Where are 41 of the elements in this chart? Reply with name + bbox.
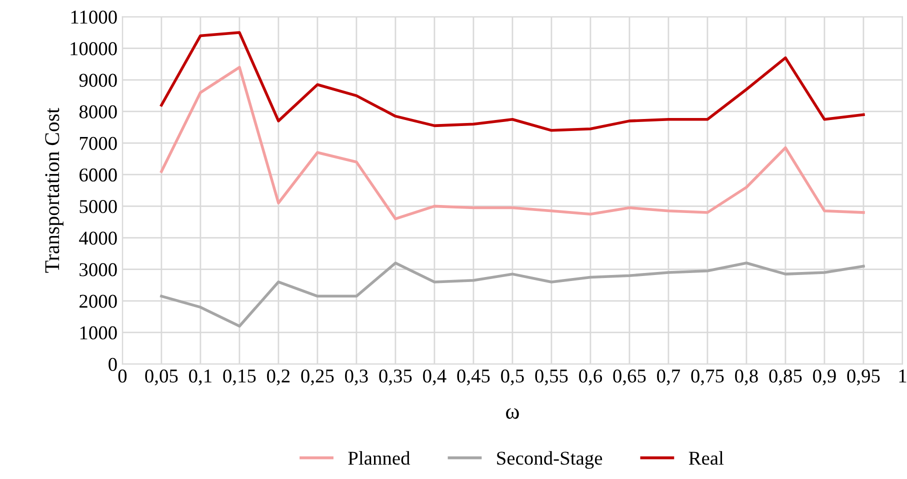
y-tick-label: 8000 [79,105,117,118]
x-tick-label: 0,55 [535,369,568,386]
x-tick-label: 0,8 [735,369,758,386]
x-tick-label: 0,1 [189,369,212,386]
x-tick-label: 0,5 [501,369,524,386]
x-tick-label: 0,25 [301,369,334,386]
y-tick-label: 4000 [79,232,117,245]
line-series [160,31,865,132]
x-tick-label: 0,6 [579,369,602,386]
x-tick-label: 0 [118,369,127,383]
line-series [160,66,865,220]
y-tick-label: 10000 [70,42,117,56]
y-tick-label: 0 [108,358,117,371]
x-tick-label: 0,75 [691,369,724,386]
x-tick-label: 0,2 [267,369,290,386]
y-tick-label: 6000 [80,168,117,182]
x-tick-label: 0,35 [379,369,412,386]
y-tick-label: 9000 [79,74,117,87]
y-tick-label: 11000 [71,10,117,24]
line-series [160,262,865,328]
x-tick-label: 0,45 [457,369,490,386]
x-tick-label: 0,9 [813,369,836,386]
legend-label: Planned [348,451,410,465]
x-tick-label: 0,4 [423,369,446,386]
x-tick-label: 0,7 [657,369,680,386]
y-tick-label: 7000 [80,136,117,150]
x-tick-label: 1 [899,370,906,382]
legend-label: Second-Stage [497,451,602,469]
y-tick-label: 1000 [80,326,117,340]
legend-label: Real [688,451,724,465]
y-tick-label: 3000 [80,263,117,276]
y-tick-label: 2000 [80,294,117,308]
x-tick-label: 0,05 [145,369,178,386]
x-tick-label: 0,65 [613,369,646,386]
x-tick-label: 0,95 [847,369,880,386]
y-axis-title: Transportation Cost [45,108,64,273]
x-tick-label: 0,15 [223,369,256,386]
x-tick-label: 0,85 [769,369,802,386]
y-tick-label: 5000 [80,200,117,214]
x-tick-label: 0,3 [345,369,368,386]
x-axis-title: ω [506,408,519,419]
